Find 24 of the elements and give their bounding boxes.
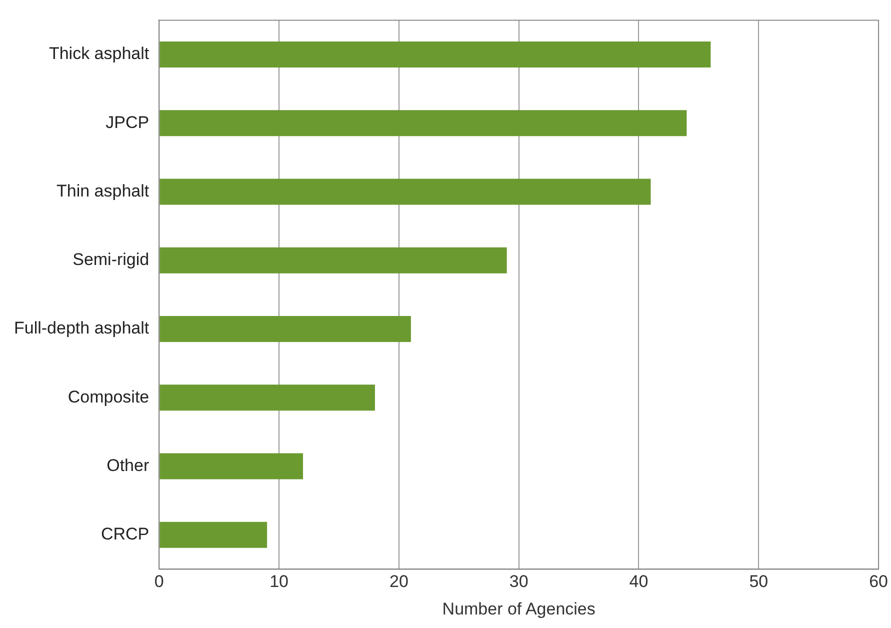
y-tick-label: JPCP [106, 112, 150, 132]
y-tick-label: Thin asphalt [56, 181, 150, 200]
bar [160, 453, 304, 480]
bar [160, 316, 411, 342]
y-tick-label: Composite [68, 387, 150, 406]
x-tick-label: 60 [869, 572, 888, 592]
y-tick-label: Full-depth asphalt [14, 318, 150, 338]
bar [160, 178, 651, 205]
x-tick-label: 40 [629, 572, 648, 592]
x-tick-label: 0 [154, 572, 164, 592]
x-tick-label: 50 [749, 572, 768, 592]
x-tick-label: 20 [389, 572, 408, 592]
bar [160, 110, 687, 136]
bar [160, 384, 375, 411]
y-tick-label: Other [106, 456, 150, 475]
y-tick-label: Thick asphalt [48, 44, 150, 64]
bar [160, 247, 507, 274]
bar [160, 41, 711, 68]
y-tick-label: Semi-rigid [72, 250, 150, 270]
y-tick-label: CRCP [100, 524, 150, 544]
x-tick-label: 30 [509, 572, 528, 592]
bar [160, 522, 268, 548]
x-tick-label: 10 [270, 572, 288, 592]
x-axis-title: Number of Agencies [442, 599, 596, 618]
